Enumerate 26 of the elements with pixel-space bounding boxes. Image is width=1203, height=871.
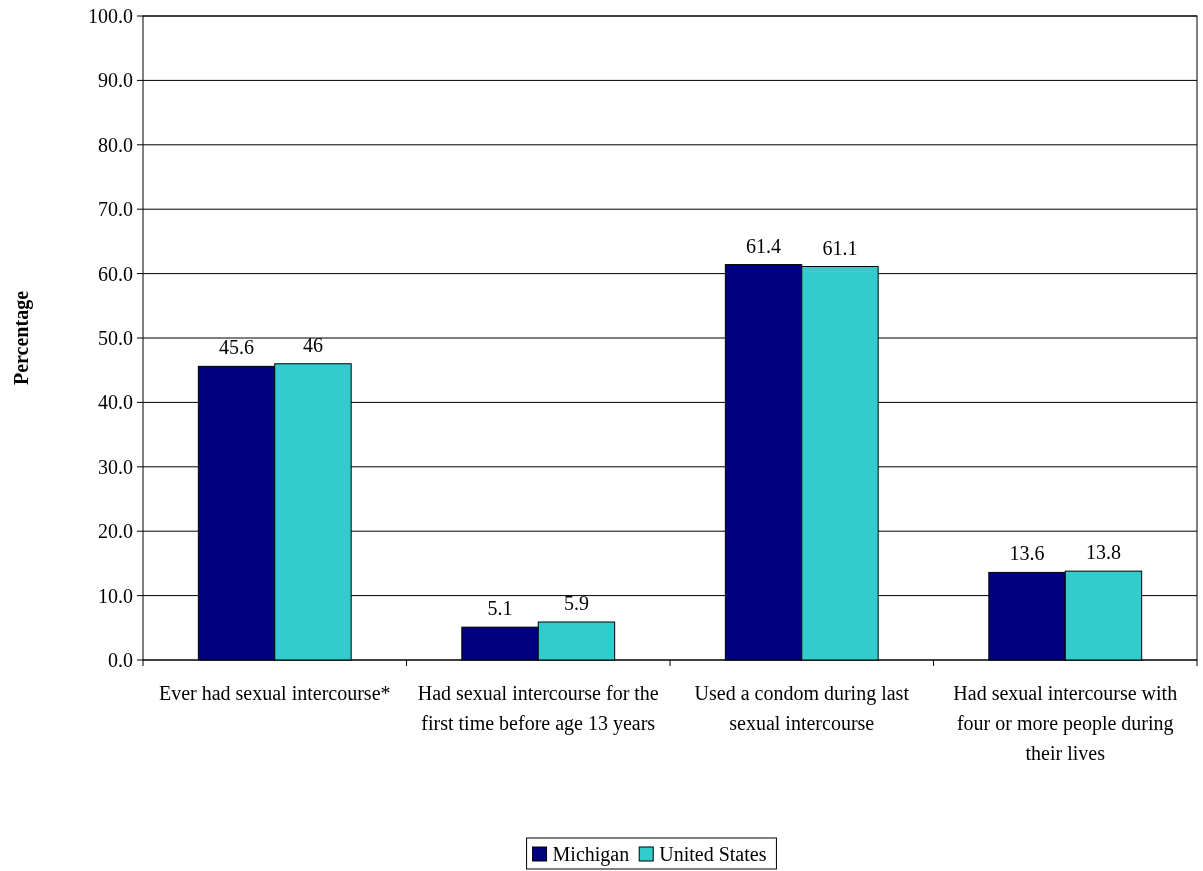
y-tick-label: 40.0 bbox=[98, 391, 133, 414]
x-tick-label: Used a condom during last sexual intercourse bbox=[694, 682, 910, 734]
legend-label: United States bbox=[659, 843, 767, 865]
data-label: 61.1 bbox=[822, 236, 858, 259]
x-tick-label: Had sexual intercourse for the first time before age 13 years bbox=[417, 682, 659, 735]
y-tick-label: 50.0 bbox=[98, 327, 133, 349]
y-tick-label: 20.0 bbox=[98, 520, 133, 543]
y-tick-label: 70.0 bbox=[98, 198, 133, 221]
y-tick-label: 10.0 bbox=[98, 584, 133, 607]
data-label: 5.9 bbox=[563, 592, 589, 614]
x-tick-label: Ever had sexual intercourse* bbox=[158, 682, 391, 704]
data-label: 13.6 bbox=[1009, 542, 1045, 565]
y-tick-label: 0.0 bbox=[108, 649, 133, 671]
y-tick-label: 80.0 bbox=[98, 133, 133, 156]
y-tick-label: 100.0 bbox=[88, 5, 133, 27]
y-axis-title: Percentage bbox=[10, 290, 33, 386]
data-label: 13.8 bbox=[1085, 541, 1121, 564]
data-label: 5.1 bbox=[487, 597, 513, 620]
data-label: 45.6 bbox=[219, 336, 255, 359]
y-tick-label: 30.0 bbox=[98, 455, 133, 478]
data-label: 46 bbox=[302, 333, 323, 356]
x-tick-label: Had sexual intercourse with four or more people during their lives bbox=[953, 682, 1178, 764]
data-label: 61.4 bbox=[746, 234, 782, 257]
y-tick-label: 60.0 bbox=[98, 262, 133, 285]
legend-label: Michigan bbox=[552, 843, 630, 866]
y-tick-label: 90.0 bbox=[98, 69, 133, 92]
